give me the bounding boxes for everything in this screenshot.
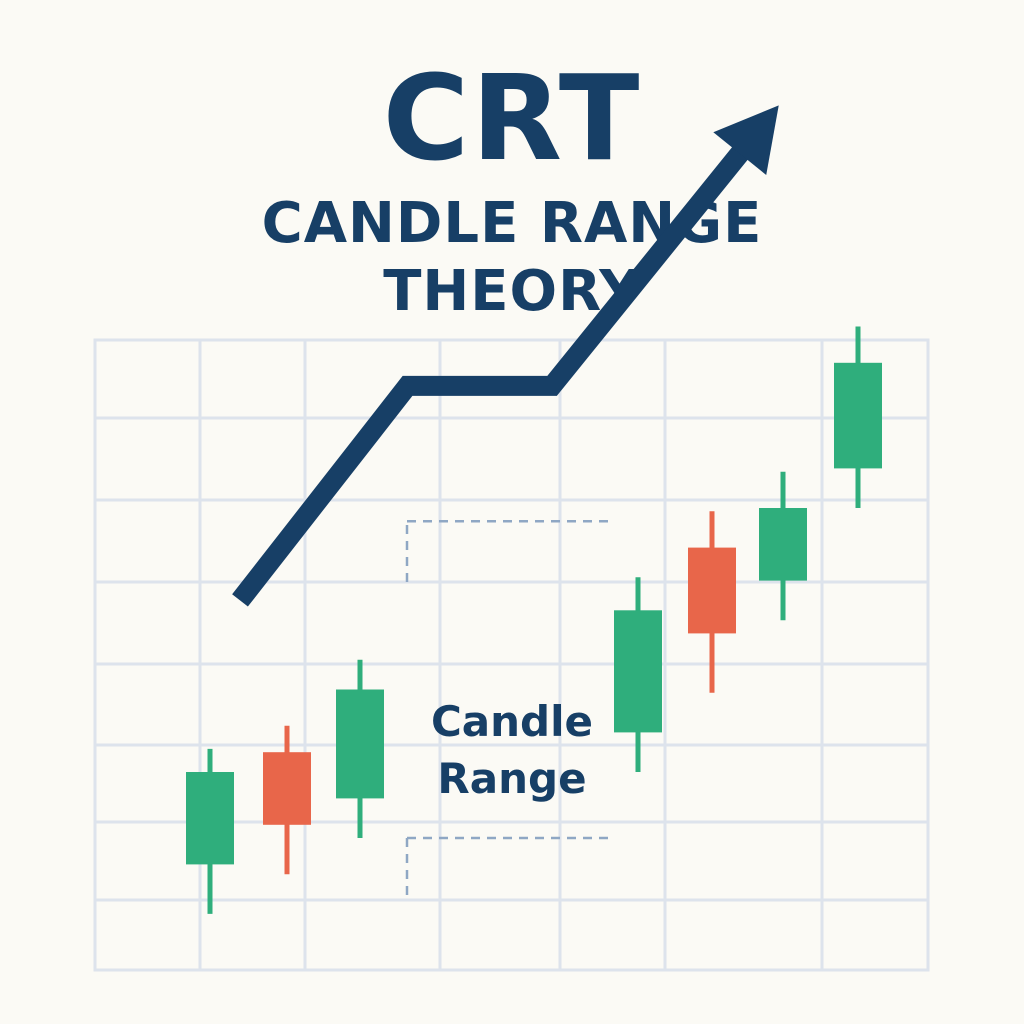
candle-2-body: [263, 752, 311, 825]
grid-border: [93, 338, 930, 972]
candle-7-body: [834, 362, 882, 469]
candle-2: [263, 725, 311, 875]
candle-3: [336, 659, 384, 838]
candle-6: [759, 471, 807, 621]
candle-range-marker: [405, 519, 612, 900]
chart-subtitle-line-2: THEORY: [383, 259, 641, 324]
candles: [186, 326, 882, 914]
candle-1: [186, 748, 234, 914]
candle-3-body: [336, 689, 384, 799]
candle-range-label-line-1: Candle: [431, 697, 593, 746]
chart-title: CRT: [382, 49, 642, 187]
candle-range-label: Candle Range: [431, 697, 593, 803]
candle-4: [614, 577, 662, 772]
trend-arrow-shaft: [232, 142, 752, 607]
candle-range-label-line-2: Range: [437, 754, 586, 803]
candle-7: [834, 326, 882, 508]
candle-1-body: [186, 772, 234, 865]
candle-5-body: [688, 547, 736, 634]
candle-5: [688, 511, 736, 693]
trend-arrow-head: [713, 105, 779, 175]
chart-grid: [93, 338, 930, 972]
trend-arrow: [232, 105, 779, 607]
candle-6-body: [759, 508, 807, 581]
candle-4-body: [614, 610, 662, 733]
